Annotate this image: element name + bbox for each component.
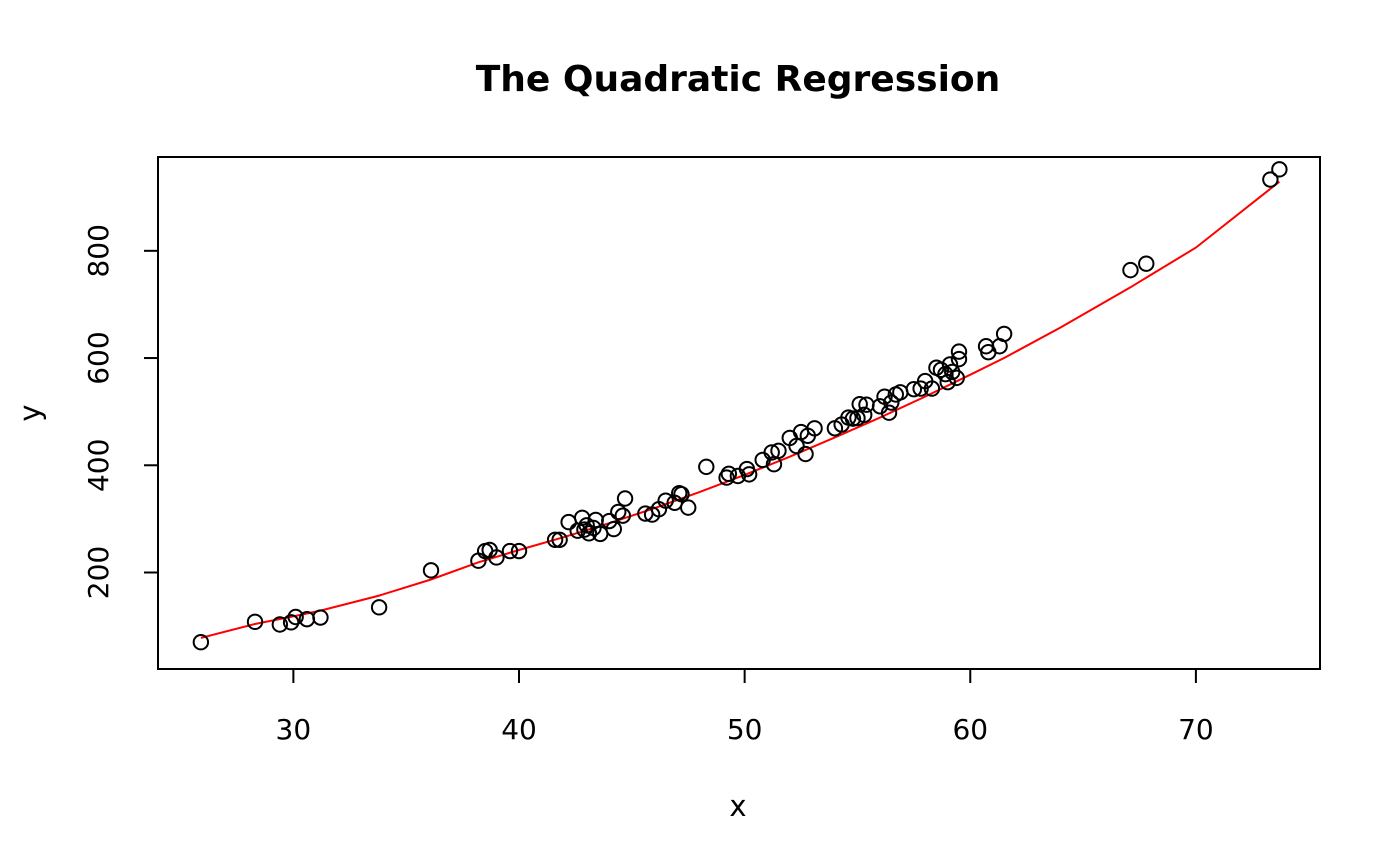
x-tick-label: 30 <box>276 713 312 746</box>
data-point <box>797 445 814 463</box>
data-point <box>939 373 956 391</box>
data-point <box>546 531 564 548</box>
y-axis: 200 400 600 800 <box>82 224 159 599</box>
points-group <box>192 161 1288 651</box>
fit-line-group <box>200 180 1281 639</box>
data-point <box>941 356 959 373</box>
data-point <box>1262 171 1279 188</box>
data-point <box>673 486 690 503</box>
data-point <box>246 613 264 631</box>
data-point <box>770 442 787 459</box>
data-point <box>995 325 1013 343</box>
data-point <box>601 512 618 530</box>
data-point <box>488 549 505 566</box>
chart-title: The Quadratic Regression <box>476 59 1001 100</box>
data-point <box>950 350 968 368</box>
data-point <box>763 444 780 461</box>
data-point <box>1122 261 1139 279</box>
data-point <box>720 465 738 483</box>
x-tick-label: 50 <box>727 713 763 746</box>
data-point <box>422 562 440 579</box>
data-point <box>948 369 965 387</box>
y-axis-label: y <box>13 404 47 421</box>
data-point <box>560 513 577 531</box>
data-point <box>950 343 968 360</box>
data-point <box>1138 255 1155 272</box>
data-point <box>312 609 329 626</box>
data-point <box>580 525 598 542</box>
data-point <box>616 490 634 507</box>
data-point <box>657 492 674 509</box>
data-point <box>510 542 528 560</box>
y-tick-label: 400 <box>82 439 115 492</box>
data-point <box>614 507 631 524</box>
data-point <box>856 406 873 424</box>
x-tick-label: 70 <box>1178 713 1214 746</box>
data-point <box>851 395 868 413</box>
data-point <box>932 361 950 379</box>
data-point <box>551 531 568 548</box>
y-tick-label: 600 <box>82 331 115 384</box>
data-point <box>271 616 289 633</box>
y-tick-label: 800 <box>82 224 115 277</box>
data-point <box>1271 161 1288 178</box>
data-point <box>282 614 300 631</box>
data-point <box>806 420 823 437</box>
data-point <box>501 542 519 560</box>
data-point <box>740 466 758 483</box>
data-point <box>610 503 627 521</box>
y-tick-label: 200 <box>82 546 115 599</box>
data-point <box>880 404 898 421</box>
plot-frame <box>157 156 1321 670</box>
data-point <box>680 499 697 516</box>
data-point <box>698 458 715 476</box>
x-tick-label: 40 <box>501 713 537 746</box>
regression-line <box>200 180 1281 639</box>
x-axis: 30 40 50 60 70 <box>276 668 1214 746</box>
data-point <box>892 384 909 401</box>
data-point <box>192 633 210 651</box>
data-point <box>937 365 954 383</box>
data-point <box>605 520 622 538</box>
data-point <box>883 394 900 411</box>
data-point <box>370 599 388 616</box>
data-point <box>905 380 923 398</box>
data-point <box>923 380 941 397</box>
data-point <box>287 608 304 626</box>
x-tick-label: 60 <box>952 713 988 746</box>
x-axis-label: x <box>729 789 746 823</box>
